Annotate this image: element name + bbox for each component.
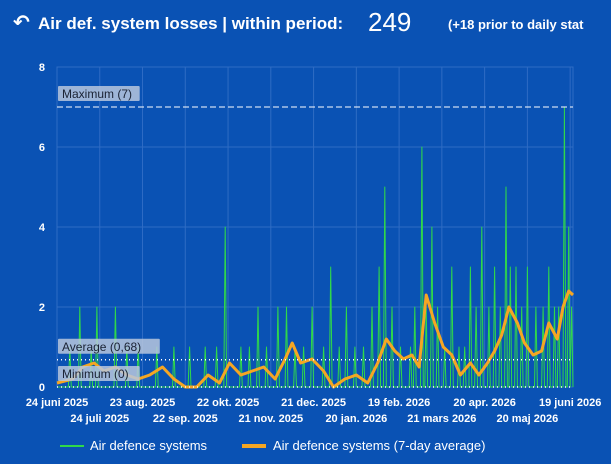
x-tick-label: 19 juni 2026 [539, 397, 601, 409]
y-tick-label: 6 [39, 142, 45, 154]
x-tick-label: 20 maj 2026 [496, 413, 558, 425]
chart-title: Air def. system losses | within period: [38, 14, 344, 33]
reference-label: Maximum (7) [62, 87, 132, 101]
legend-label-daily[interactable]: Air defence systems [90, 438, 208, 453]
back-arrow-icon[interactable]: ↶ [13, 12, 30, 34]
x-tick-label: 21 nov. 2025 [238, 413, 303, 425]
x-tick-label: 22 sep. 2025 [153, 413, 218, 425]
y-tick-label: 8 [39, 62, 45, 74]
x-tick-label: 21 mars 2026 [407, 413, 476, 425]
total-value: 249 [368, 7, 412, 37]
reference-label-box [58, 338, 160, 354]
legend-label-average[interactable]: Air defence systems (7-day average) [273, 438, 485, 453]
x-tick-label: 21 dec. 2025 [281, 397, 346, 409]
x-axis: 24 juni 2025 23 aug. 2025 22 okt. 2025 21 d… [26, 397, 602, 425]
reference-label-box [58, 86, 140, 101]
y-tick-label: 4 [39, 222, 46, 234]
y-tick-label: 0 [39, 382, 45, 394]
prior-note: (+18 prior to daily stat [448, 17, 584, 32]
x-tick-label: 20 jan. 2026 [325, 413, 387, 425]
x-tick-label: 23 aug. 2025 [110, 397, 175, 409]
chart-header: ↶ Air def. system losses | within period… [0, 0, 611, 44]
x-tick-label: 20 apr. 2026 [453, 397, 515, 409]
legend: Air defence systems Air defence systems … [60, 438, 485, 453]
x-tick-label: 19 feb. 2026 [368, 397, 430, 409]
reference-label-box [58, 366, 140, 381]
x-tick-label: 24 juli 2025 [70, 413, 129, 425]
series-line-average [56, 289, 575, 389]
x-tick-label: 24 juni 2025 [26, 397, 88, 409]
reference-label: Minimum (0) [62, 367, 129, 381]
y-tick-label: 2 [39, 302, 45, 314]
y-axis: 0 2 4 6 8 [39, 62, 46, 394]
reference-label: Average (0,68) [62, 340, 141, 354]
reference-lines: Maximum (7) Average (0,68) Minimum (0) [57, 86, 573, 388]
x-tick-label: 22 okt. 2025 [197, 397, 259, 409]
